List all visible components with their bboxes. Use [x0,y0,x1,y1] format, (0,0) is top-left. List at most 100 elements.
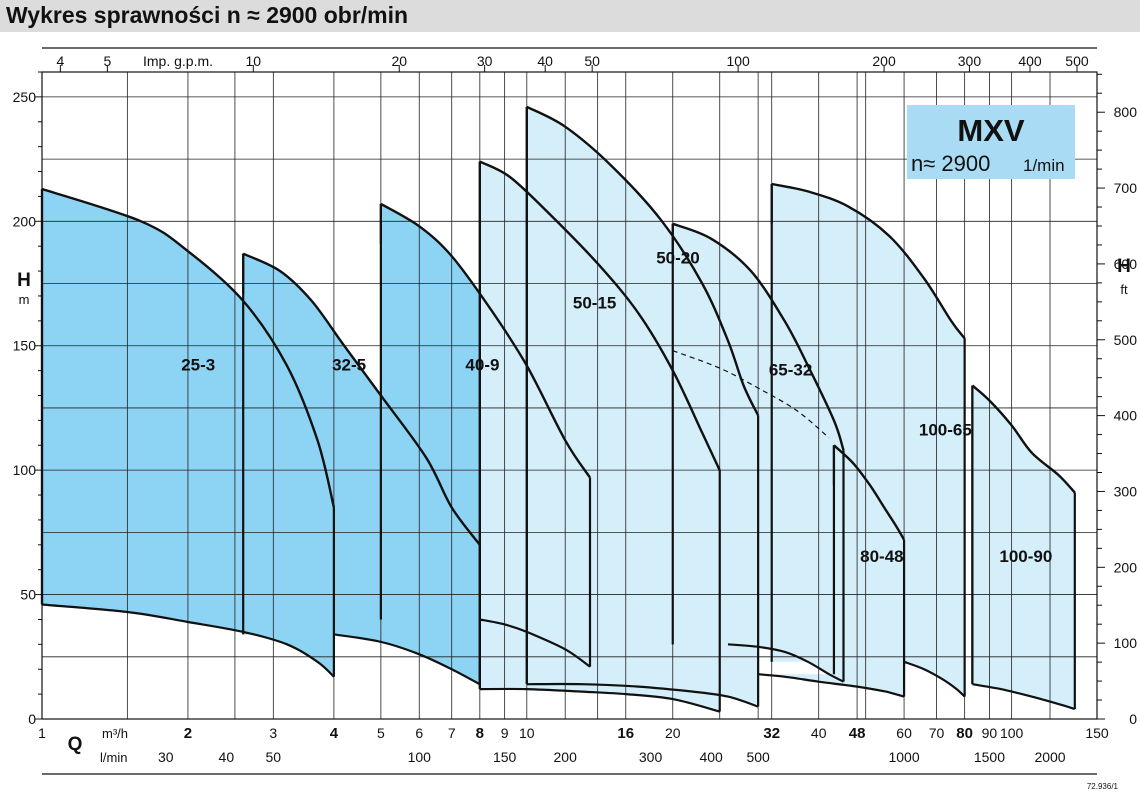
q-lmin-tick-label: 150 [493,749,517,765]
product-speed: n≈ 2900 [911,151,990,176]
q-m3h-tick-label: 60 [896,725,912,741]
q-m3h-tick-label: 20 [665,725,681,741]
q-m3h-tick-label: 6 [415,725,423,741]
q-lmin-tick-label: 300 [639,749,663,765]
q-m3h-tick-label: 48 [849,725,866,742]
series-bottom-curve [758,673,905,698]
series-top-curve [771,182,966,340]
series-label: 50-20 [656,249,699,268]
q-m3h-tick-label: 5 [377,725,385,741]
h-m-tick-label: 200 [13,213,37,229]
q-lmin-unit: l/min [100,750,127,765]
series-bottom-curve [903,660,966,698]
h-m-tick-label: 50 [20,587,36,603]
h-ft-tick-label: 600 [1114,256,1138,272]
q-lmin-tick-label: 30 [158,749,174,765]
q-m3h-tick-label: 2 [184,725,192,742]
h-m-tick-label: 150 [13,338,37,354]
series-label: 40-9 [465,356,499,375]
q-gpm-tick-label: 20 [391,53,407,69]
q-lmin-tick-label: 1000 [888,749,919,765]
q-gpm-tick-label: 100 [726,53,750,69]
q-m3h-tick-label: 10 [519,725,535,741]
h-ft-tick-label: 300 [1114,483,1138,499]
q-gpm-tick-label: 5 [103,53,111,69]
q-lmin-tick-label: 40 [219,749,235,765]
h-ft-tick-label: 700 [1114,180,1138,196]
dashed-curve [672,350,830,439]
h-ft-tick-label: 200 [1114,559,1138,575]
q-lmin-tick-label: 400 [699,749,723,765]
product-speed-unit: 1/min [1023,156,1065,175]
q-gpm-tick-label: 200 [872,53,896,69]
q-m3h-tick-label: 32 [763,725,780,742]
series-label: 100-65 [919,420,972,439]
q-m3h-tick-label: 1 [38,725,46,741]
series-bottom-curve [333,633,481,686]
h-m-tick-label: 0 [28,711,36,727]
q-m3h-tick-label: 9 [501,725,509,741]
q-m3h-tick-label: 90 [982,725,998,741]
q-m3h-tick-label: 100 [1000,725,1024,741]
series-area-100-65 [771,184,965,697]
h-m-axis-label: H [17,270,31,291]
q-m3h-tick-label: 80 [956,725,973,742]
q-m3h-tick-label: 7 [448,725,456,741]
q-gpm-tick-label: 400 [1018,53,1042,69]
figure-code: 72.936/1 [1087,782,1119,791]
h-ft-axis-label: H [1117,256,1131,277]
series-top-curve [526,105,760,416]
series-label: 65-32 [769,361,812,380]
q-lmin-tick-label: 100 [408,749,432,765]
series-bottom-curve [479,687,720,713]
h-ft-tick-label: 100 [1114,635,1138,651]
title-bar [0,0,1140,32]
q-gpm-tick-label: 300 [958,53,982,69]
series-label: 50-15 [573,293,616,312]
h-m-tick-label: 250 [13,89,37,105]
product-box [907,105,1075,179]
series-top-curve [380,202,592,479]
q-lmin-tick-label: 200 [554,749,578,765]
q-gpm-tick-label: 30 [477,53,493,69]
page-title: Wykres sprawności n ≈ 2900 obr/min [6,2,409,28]
q-m3h-tick-label: 3 [269,725,277,741]
q-m3h-tick-label: 4 [330,725,339,742]
series-top-curve [242,252,481,546]
q-lmin-tick-label: 50 [266,749,282,765]
h-m-tick-label: 100 [13,462,37,478]
q-m3h-unit: m³/h [102,726,128,741]
q-m3h-tick-label: 8 [476,725,484,742]
q-m3h-tick-label: 16 [617,725,634,742]
series-bottom-curve [526,682,759,708]
q-lmin-tick-label: 1500 [974,749,1005,765]
q-gpm-tick-label: 40 [537,53,553,69]
q-lmin-tick-label: 2000 [1034,749,1065,765]
series-label: 80-48 [860,547,903,566]
series-top-curve [833,444,906,541]
series-label: 100-90 [999,547,1052,566]
product-name: MXV [957,113,1025,148]
series-label: 25-3 [181,356,215,375]
q-m3h-tick-label: 70 [929,725,945,741]
series-bottom-curve [972,683,1076,711]
h-ft-tick-label: 500 [1114,332,1138,348]
q-m3h-tick-label: 150 [1085,725,1109,741]
series-top-curve [971,384,1076,494]
q-m3h-tick-label: 40 [811,725,827,741]
series-top-curve [672,222,845,451]
series-area-100-90 [972,385,1075,709]
h-ft-tick-label: 800 [1114,104,1138,120]
h-ft-unit: ft [1120,282,1128,297]
series-top-curve [479,160,721,471]
h-ft-tick-label: 0 [1129,711,1137,727]
series-bottom-curve [727,643,845,683]
series-label: 32-5 [332,356,366,375]
q-axis-label: Q [68,734,83,755]
q-gpm-tick-label: 500 [1065,53,1089,69]
q-gpm-unit: Imp. g.p.m. [143,53,213,69]
q-gpm-tick-label: 10 [246,53,262,69]
q-gpm-tick-label: 4 [56,53,64,69]
q-lmin-tick-label: 500 [746,749,770,765]
